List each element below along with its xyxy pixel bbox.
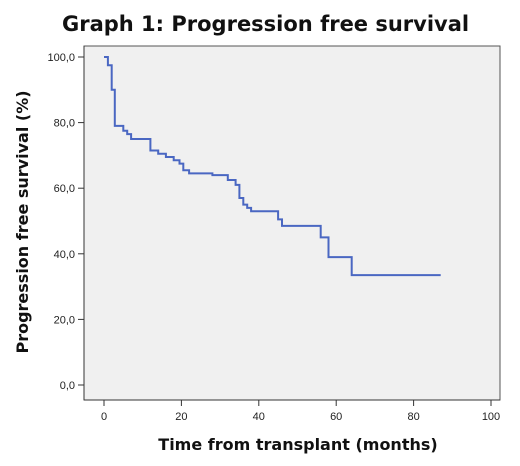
- chart-title: Graph 1: Progression free survival: [62, 12, 469, 36]
- x-tick-label: 100: [482, 411, 500, 423]
- x-tick-label: 80: [407, 411, 419, 423]
- survival-curve-line: [104, 56, 441, 277]
- plot-area: [83, 45, 501, 401]
- x-axis-ticks: 0 20 40 60 80 100: [101, 400, 500, 423]
- x-tick-label: 20: [175, 411, 187, 423]
- x-tick-label: 0: [101, 411, 107, 423]
- x-tick-label: 60: [330, 411, 342, 423]
- y-tick-label: 60,0: [54, 183, 75, 195]
- y-axis-label: Progression free survival (%): [13, 90, 32, 353]
- x-axis-label: Time from transplant (months): [158, 435, 437, 454]
- y-tick-label: 40,0: [54, 249, 75, 261]
- y-tick-label: 80,0: [54, 118, 75, 130]
- x-tick-label: 40: [253, 411, 265, 423]
- y-tick-label: 0,0: [60, 380, 75, 392]
- y-axis-ticks: 0,0 20,0 40,0 60,0 80,0 100,0: [47, 52, 84, 392]
- y-tick-label: 100,0: [47, 52, 75, 64]
- y-tick-label: 20,0: [54, 314, 75, 326]
